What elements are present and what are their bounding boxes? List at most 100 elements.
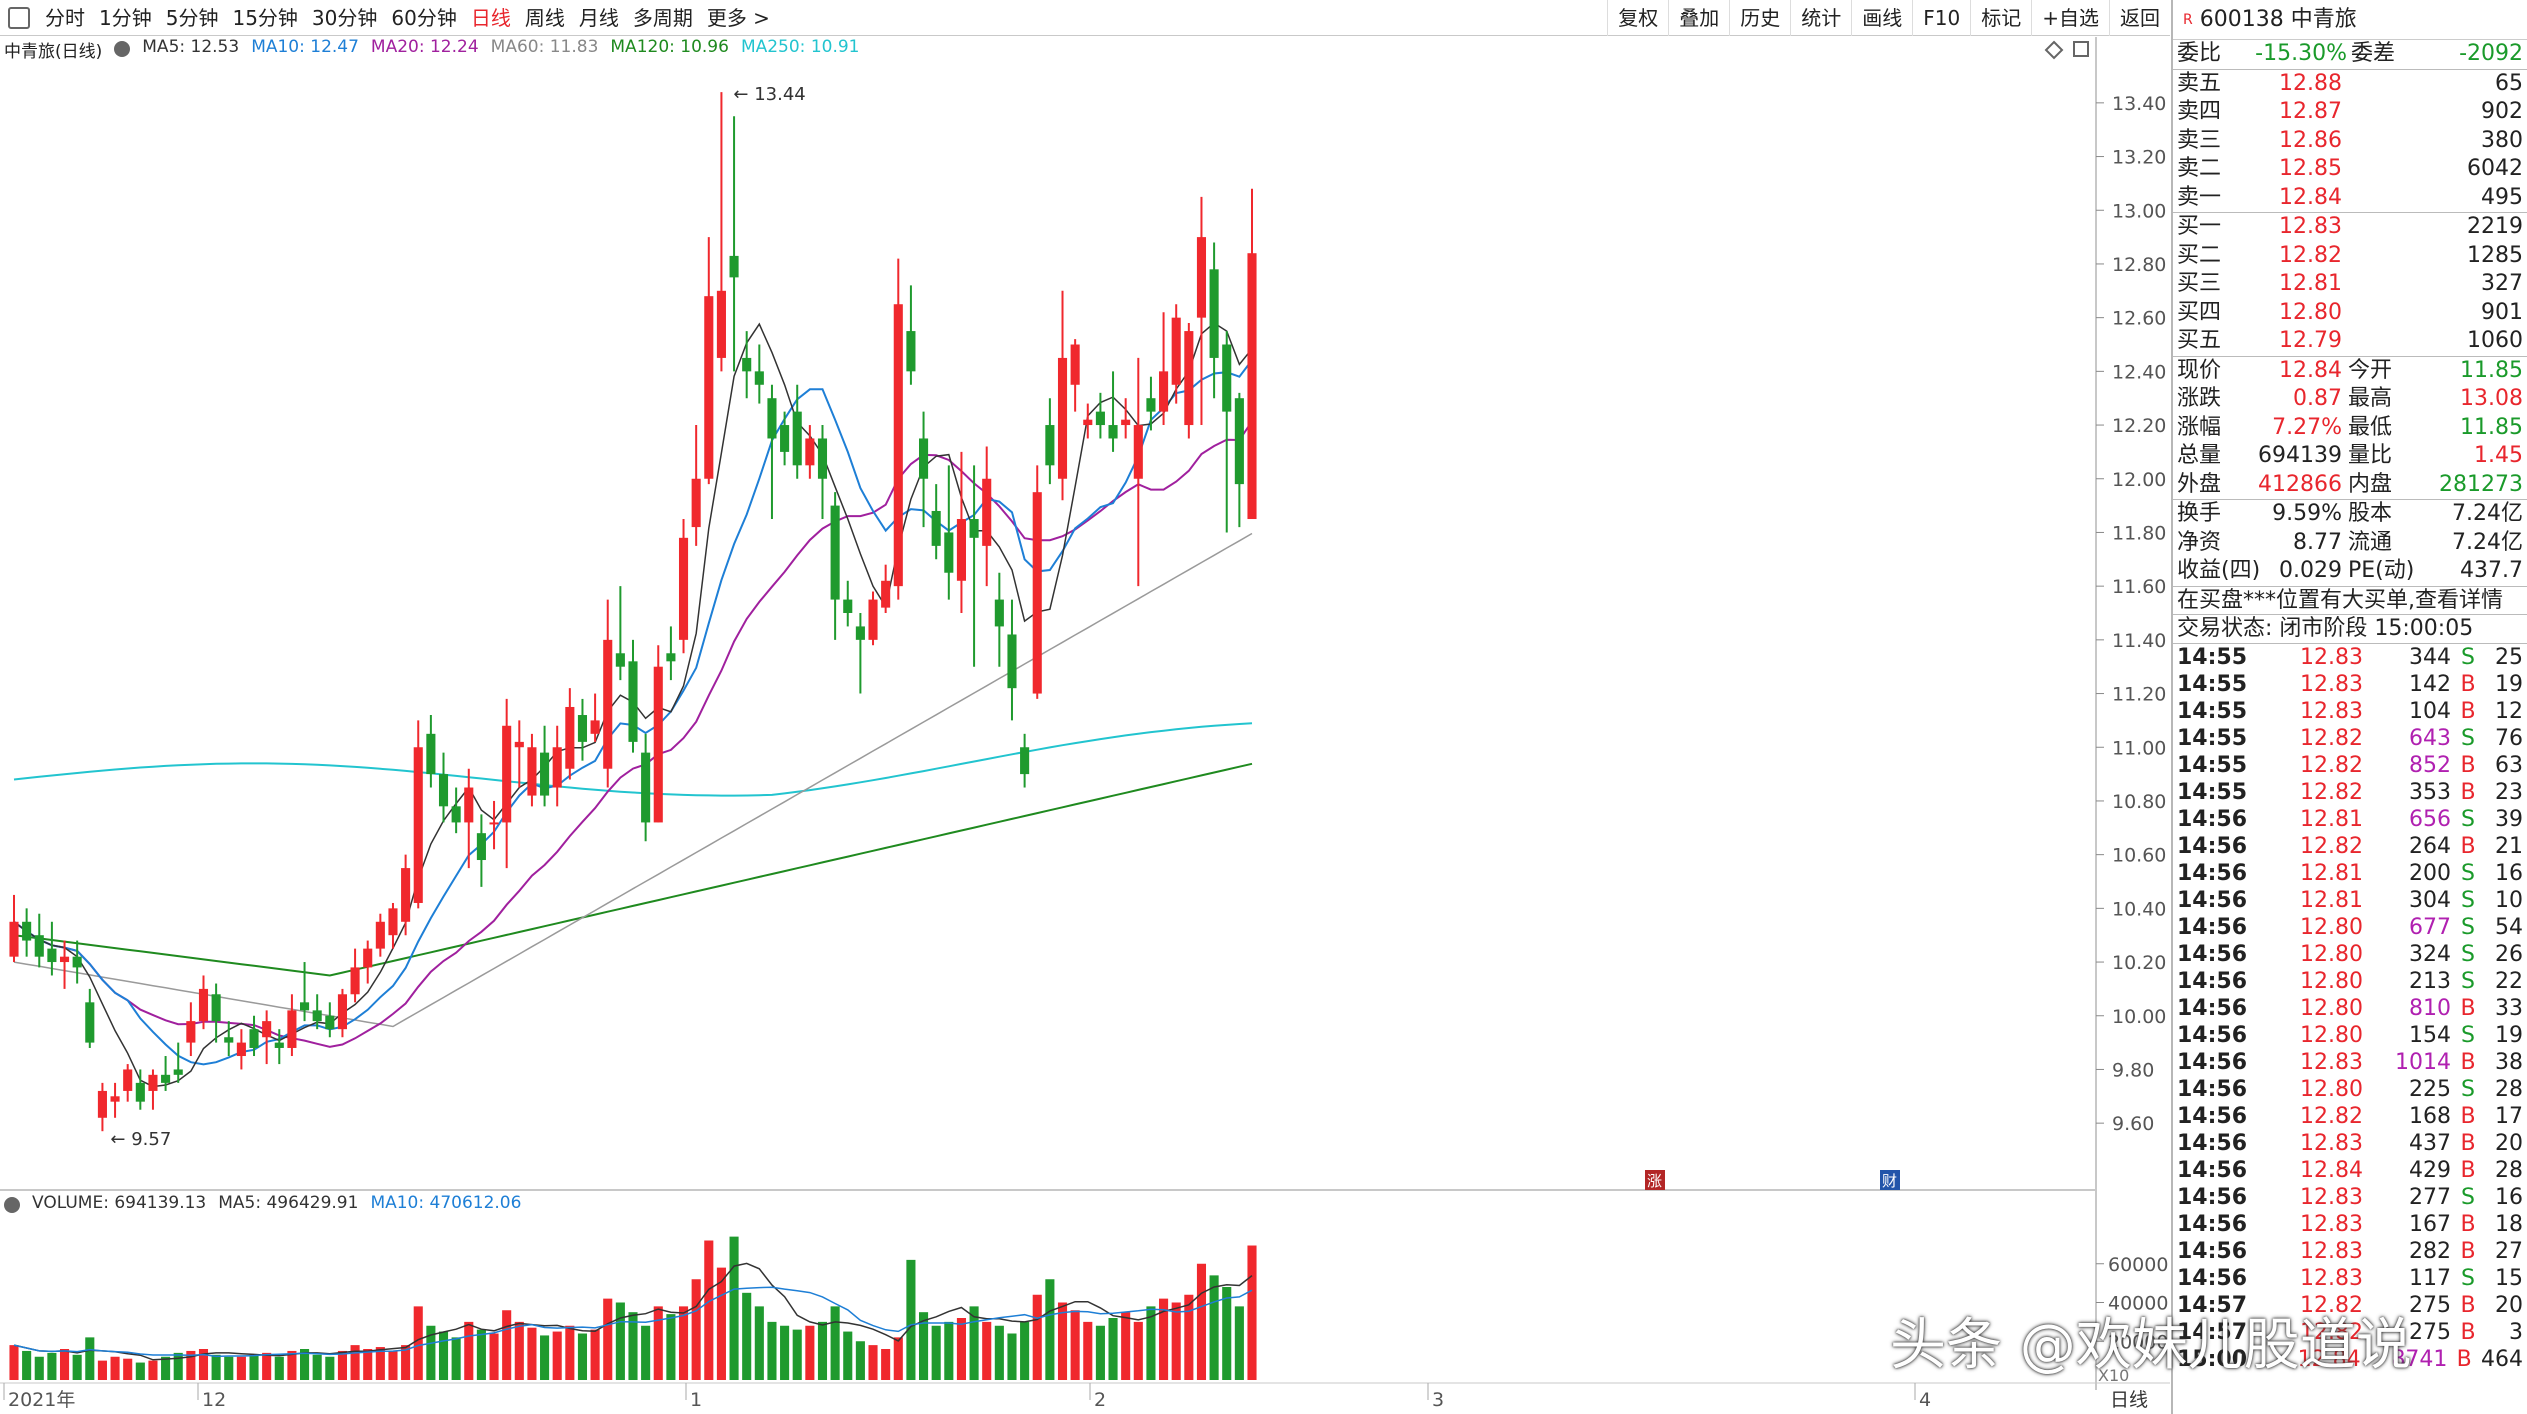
layout-toggle-icon[interactable]: [8, 6, 30, 29]
toolbar-button-5[interactable]: F10: [1912, 0, 1970, 36]
tick-row: 14:56 12.82 264 B 21: [2177, 833, 2523, 859]
event-marker-1[interactable]: 财: [1880, 1170, 1900, 1190]
big-order-notice[interactable]: 在买盘***位置有大买单,查看详情: [2173, 585, 2527, 615]
quote-row: 外盘 412866 内盘 281273: [2177, 471, 2523, 497]
bid-row[interactable]: 买二 12.82 1285: [2177, 242, 2523, 268]
bid-row[interactable]: 买五 12.79 1060: [2177, 328, 2523, 353]
volume-bar: [1222, 1287, 1232, 1380]
bid-row[interactable]: 买四 12.80 901: [2177, 299, 2523, 325]
candle: [666, 626, 676, 681]
period-tab-5[interactable]: 60分钟: [391, 5, 457, 30]
volume-bar: [919, 1312, 929, 1380]
volume-bar: [704, 1240, 714, 1380]
candle: [590, 693, 600, 742]
diamond-icon[interactable]: [2044, 40, 2064, 60]
candle-body: [1196, 237, 1207, 318]
volume-bar: [982, 1321, 992, 1380]
candle-body: [1247, 253, 1257, 520]
candle: [565, 688, 575, 780]
y-tick-label: 13.40: [2112, 93, 2166, 115]
ma60-line: [13, 532, 1253, 1028]
candle-body: [994, 599, 1004, 627]
period-tab-0[interactable]: 分时: [45, 5, 85, 30]
quote-row: 涨跌 0.87 最高 13.08: [2177, 386, 2523, 411]
candle-body: [451, 806, 461, 823]
toolbar-button-2[interactable]: 历史: [1729, 0, 1790, 36]
ask-row[interactable]: 卖四 12.87 902: [2177, 99, 2523, 124]
ma-legend-2: MA20: 12.24: [370, 37, 479, 57]
candle-body: [85, 1002, 95, 1043]
toolbar-button-6[interactable]: 标记: [1970, 0, 2031, 36]
indicator-toggle-icon[interactable]: [114, 41, 131, 57]
tick-row: 14:56 12.80 213 S 22: [2177, 968, 2523, 994]
volume-bar: [22, 1350, 32, 1380]
tick-row: 14:56 12.84 429 B 28: [2177, 1157, 2523, 1183]
high-price-label: ← 13.44: [733, 84, 805, 105]
x-tick-label: 12: [202, 1389, 226, 1411]
candle: [224, 1021, 234, 1057]
volume-bar: [1234, 1306, 1244, 1380]
toolbar-button-4[interactable]: 画线: [1851, 0, 1912, 36]
volume-bar: [868, 1345, 878, 1380]
vol-legend-2: MA10: 470612.06: [370, 1193, 522, 1213]
candle-body: [59, 956, 70, 963]
event-marker-label: 涨: [1647, 1172, 1662, 1190]
volume-bar: [186, 1350, 196, 1380]
period-tab-6[interactable]: 日线: [470, 5, 511, 30]
period-tab-2[interactable]: 5分钟: [165, 5, 219, 30]
bid-row[interactable]: 买一 12.83 2219: [2177, 214, 2523, 239]
candle-body: [868, 599, 878, 640]
period-tab-10[interactable]: 更多 >: [706, 5, 770, 30]
volume-toggle-icon[interactable]: [4, 1197, 20, 1213]
volume-bar: [173, 1352, 183, 1380]
ask-row[interactable]: 卖五 12.88 65: [2177, 70, 2523, 96]
volume-bar: [502, 1310, 512, 1380]
x-tick-label: 2021年: [8, 1389, 75, 1411]
toolbar-button-3[interactable]: 统计: [1790, 0, 1851, 36]
candle: [1133, 357, 1143, 587]
volume-bar: [590, 1329, 600, 1380]
period-tab-3[interactable]: 15分钟: [232, 5, 298, 30]
volume-bar: [742, 1292, 752, 1380]
ask-row[interactable]: 卖一 12.84 495: [2177, 184, 2523, 210]
candle-body: [110, 1096, 120, 1102]
candle: [716, 92, 726, 372]
volume-bar: [931, 1325, 941, 1380]
ma-legend-1: MA10: 12.47: [251, 37, 359, 57]
period-tab-4[interactable]: 30分钟: [311, 5, 378, 30]
tick-row: 14:56 12.83 1014 B 38: [2177, 1049, 2523, 1075]
tick-row: 14:56 12.80 677 S 54: [2177, 914, 2523, 940]
volume-bar: [666, 1314, 676, 1380]
candle-body: [615, 653, 625, 667]
toolbar-button-0[interactable]: 复权: [1607, 0, 1668, 36]
candle-body: [22, 921, 32, 941]
candle: [767, 384, 777, 520]
candle-body: [1184, 331, 1194, 426]
candle: [363, 940, 373, 984]
bid-row[interactable]: 买三 12.81 327: [2177, 271, 2523, 296]
event-marker-0[interactable]: 涨: [1645, 1170, 1665, 1190]
ask-row[interactable]: 卖二 12.85 6042: [2177, 156, 2523, 181]
candle-body: [552, 747, 562, 788]
window-icon[interactable]: [2073, 41, 2089, 57]
candle: [881, 564, 891, 613]
period-tab-1[interactable]: 1分钟: [99, 5, 152, 30]
candle: [653, 645, 663, 823]
toolbar-button-7[interactable]: +自选: [2031, 0, 2109, 36]
ask-row[interactable]: 卖三 12.86 380: [2177, 127, 2523, 153]
candle-body: [1007, 634, 1017, 689]
candle: [868, 591, 878, 646]
candle: [830, 492, 840, 640]
toolbar-button-8[interactable]: 返回: [2109, 0, 2170, 36]
volume-bar: [110, 1356, 120, 1380]
period-tab-7[interactable]: 周线: [524, 5, 565, 30]
candle-body: [729, 255, 739, 278]
toolbar-button-1[interactable]: 叠加: [1668, 0, 1729, 36]
period-tab-8[interactable]: 月线: [578, 5, 619, 30]
fundamental-row: 换手 9.59% 股本 7.24亿: [2177, 501, 2523, 526]
y-tick-label: 12.20: [2112, 415, 2166, 437]
volume-bar: [350, 1345, 360, 1380]
candle: [489, 800, 499, 850]
kline-chart[interactable]: 13.40 13.20 13.00 12.80 12.60 12.40 12.20 12.00…: [0, 37, 2170, 1414]
period-tab-9[interactable]: 多周期: [632, 5, 693, 30]
